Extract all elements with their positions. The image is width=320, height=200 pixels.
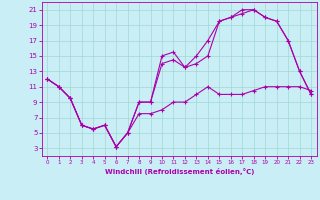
X-axis label: Windchill (Refroidissement éolien,°C): Windchill (Refroidissement éolien,°C) [105, 168, 254, 175]
